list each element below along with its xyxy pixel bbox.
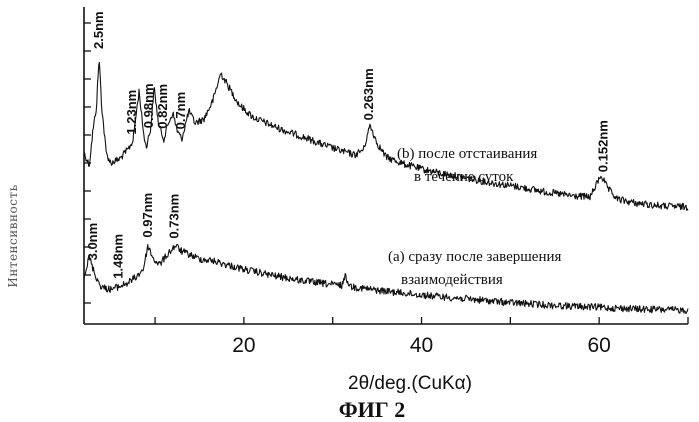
series-layer [83,61,689,315]
peak-label: 0.7nm [173,92,188,130]
figure-caption: ФИГ 2 [339,397,406,422]
peak-label: 1.48nm [111,234,126,279]
peak-label: 0.82nm [155,84,170,129]
x-tick-label: 40 [410,334,433,357]
peak-label: 0.98nm [141,83,156,128]
peak-label: 3.0nm [85,223,100,261]
peak-label: 0.73nm [167,194,182,239]
series-label-b: в течение суток [414,169,514,185]
series-annotations: (b) после отстаивания в течение суток (a) … [388,146,562,288]
x-axis-label: 2θ/deg.(CuKα) [348,373,472,394]
series-line-b [83,61,689,211]
x-tick-label: 60 [587,334,610,357]
y-axis-label: Интенсивность [6,184,20,287]
peak-labels: 2.5nm 1.23nm 0.98nm 0.82nm 0.7nm 0.263nm 0.152… [85,11,611,278]
series-label-a: (a) сразу после завершения [388,249,562,265]
series-label-a: взаимодействия [401,272,503,288]
peak-label: 1.23nm [124,90,139,135]
axes [83,7,688,325]
peak-label: 2.5nm [91,11,106,49]
series-label-b: (b) после отстаивания [397,146,537,162]
peak-label: 0.263nm [361,68,376,120]
axis-ticks: 20 40 60 [84,22,689,357]
x-tick-label: 20 [232,334,255,357]
series-line-a [83,243,689,315]
peak-label: 0.152nm [596,120,611,172]
peak-label: 0.97nm [140,193,155,238]
